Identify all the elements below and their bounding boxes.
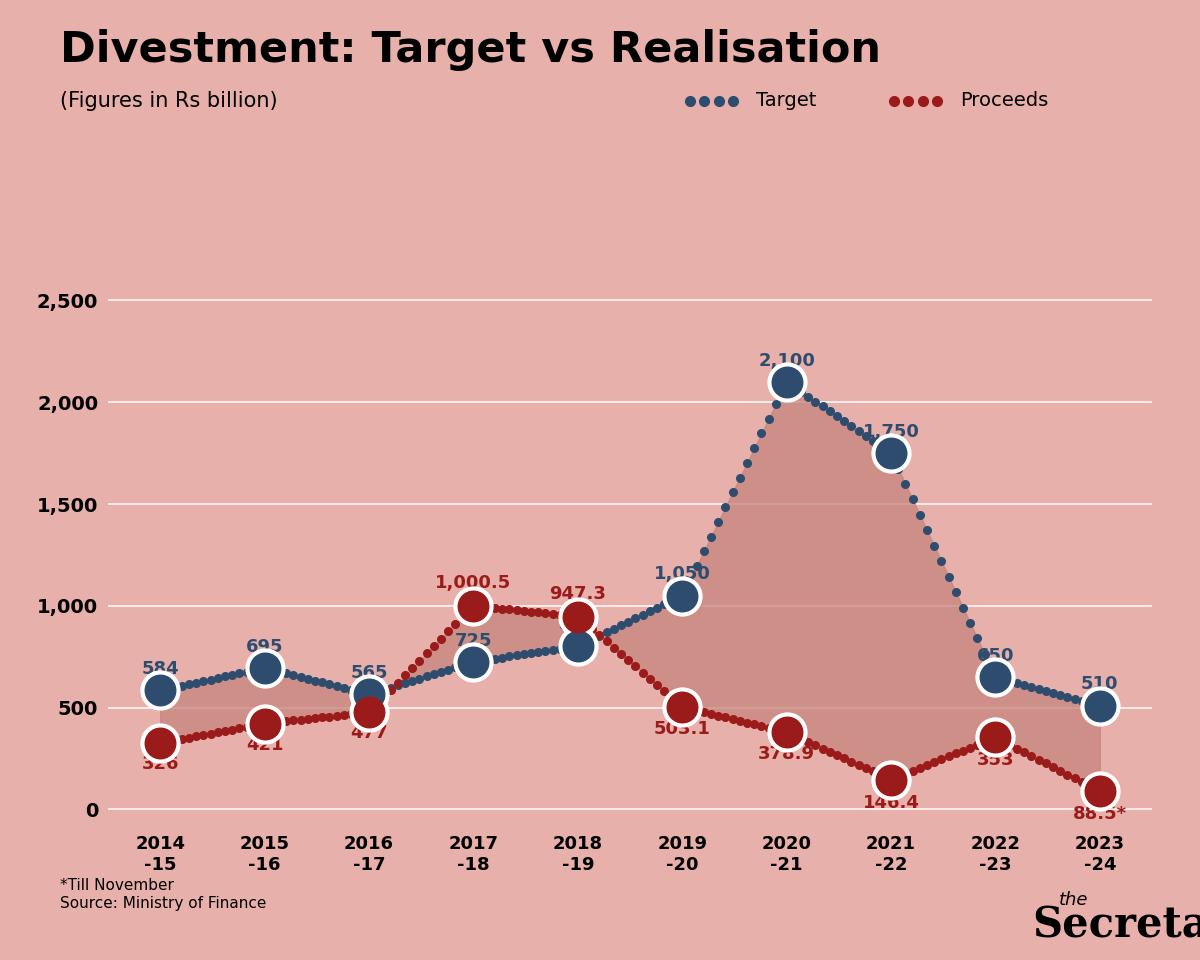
Text: 1,000.5: 1,000.5 bbox=[436, 574, 511, 603]
Text: *Till November
Source: Ministry of Finance: *Till November Source: Ministry of Finan… bbox=[60, 878, 266, 911]
Text: Target: Target bbox=[756, 91, 816, 110]
Text: 146.4: 146.4 bbox=[863, 782, 919, 812]
Text: 353: 353 bbox=[977, 740, 1014, 769]
Text: 326: 326 bbox=[142, 746, 179, 773]
Text: 584: 584 bbox=[142, 660, 179, 687]
Text: 477: 477 bbox=[350, 715, 388, 742]
Text: 947.3: 947.3 bbox=[550, 586, 606, 613]
Text: 421: 421 bbox=[246, 727, 283, 754]
Text: 88.5*: 88.5* bbox=[1073, 794, 1127, 823]
Text: 2,100: 2,100 bbox=[758, 351, 815, 379]
Text: 503.1: 503.1 bbox=[654, 709, 710, 738]
Text: (Figures in Rs billion): (Figures in Rs billion) bbox=[60, 91, 277, 111]
Text: 378.9: 378.9 bbox=[758, 735, 815, 763]
Text: Divestment: Target vs Realisation: Divestment: Target vs Realisation bbox=[60, 29, 881, 71]
Text: 1,750: 1,750 bbox=[863, 423, 919, 450]
Text: 650: 650 bbox=[977, 647, 1014, 674]
Text: 800: 800 bbox=[559, 616, 596, 644]
Text: 510: 510 bbox=[1081, 675, 1118, 703]
Text: Proceeds: Proceeds bbox=[960, 91, 1049, 110]
Text: Secretariat: Secretariat bbox=[1032, 903, 1200, 946]
Text: 695: 695 bbox=[246, 637, 283, 665]
Text: 1,050: 1,050 bbox=[654, 565, 710, 593]
Text: 725: 725 bbox=[455, 632, 492, 659]
Text: the: the bbox=[1060, 891, 1088, 909]
Text: 565: 565 bbox=[350, 664, 388, 691]
